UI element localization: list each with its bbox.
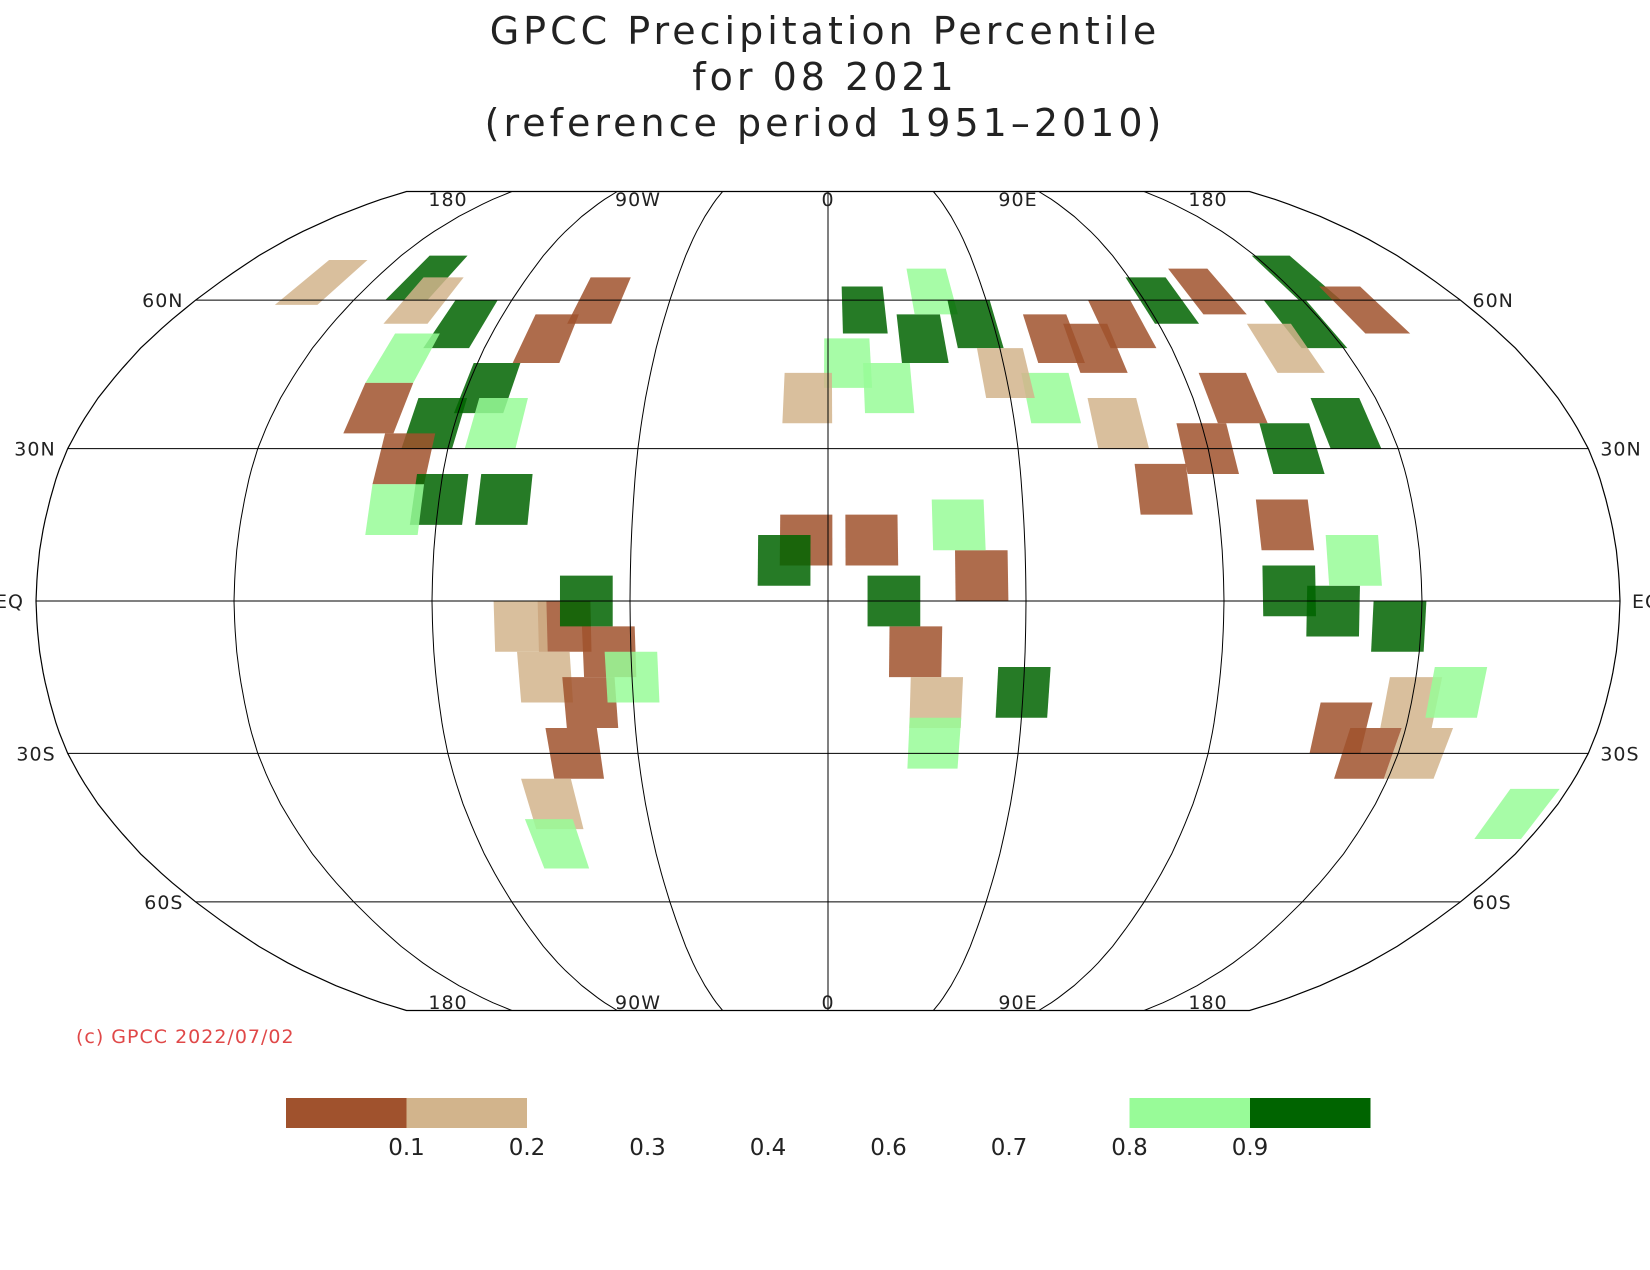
- precip-cell: [1474, 788, 1560, 840]
- copyright-text: (c) GPCC 2022/07/02: [76, 1026, 295, 1048]
- precip-cell: [1168, 268, 1247, 315]
- map-title: GPCC Precipitation Percentile for 08 202…: [0, 8, 1650, 146]
- map-outline: [35, 190, 1621, 1012]
- precip-cell: [863, 362, 915, 414]
- precip-cell: [896, 314, 949, 363]
- title-line-1: GPCC Precipitation Percentile: [489, 9, 1161, 53]
- colorbar-tick-label: 0.4: [750, 1135, 787, 1161]
- precip-cell: [1325, 534, 1382, 586]
- longitude-label: 180: [428, 189, 467, 211]
- precip-cell: [493, 601, 548, 652]
- precip-cell: [372, 433, 436, 485]
- colorbar-swatch: [1129, 1098, 1250, 1128]
- precip-cell: [1251, 255, 1342, 301]
- precip-cell: [1425, 667, 1488, 718]
- precip-cell: [841, 286, 888, 334]
- longitude-label: 90E: [998, 992, 1037, 1014]
- precip-cell: [512, 314, 579, 363]
- precip-cell: [1246, 323, 1325, 373]
- precip-cell: [1255, 499, 1315, 551]
- precip-cell: [1371, 601, 1427, 652]
- precip-cell: [947, 300, 1004, 349]
- latitude-label: 60S: [1472, 892, 1511, 914]
- precip-cell: [1021, 372, 1082, 424]
- precip-cell: [423, 300, 498, 349]
- precip-cell: [1134, 463, 1193, 515]
- precip-cell: [521, 778, 584, 830]
- colorbar-tick-label: 0.3: [629, 1135, 666, 1161]
- colorbar-swatch: [406, 1098, 527, 1128]
- colorbar-swatch: [1250, 1098, 1371, 1128]
- precip-cell: [524, 819, 590, 869]
- precip-cell: [823, 338, 873, 388]
- precip-cell: [1263, 300, 1348, 349]
- precipitation-cells: [274, 255, 1560, 869]
- precip-cell: [955, 550, 1009, 601]
- latitude-label: 60N: [1472, 290, 1513, 312]
- title-line-2: for 08 2021: [692, 55, 958, 99]
- precip-cell: [782, 372, 833, 424]
- colorbar-swatch: [286, 1098, 407, 1128]
- precip-cell: [1087, 397, 1150, 449]
- longitude-label: 90W: [615, 189, 661, 211]
- precip-cell: [562, 677, 619, 728]
- latitude-label: 30N: [14, 439, 55, 461]
- precip-cell: [907, 717, 962, 769]
- graticule: [35, 190, 1621, 1012]
- graticule-labels: 180 180 90W 90W 0 0 90E 90E 180 180 60N 60N 30N 30N EQ…: [0, 189, 1650, 1014]
- colorbar-tick-label: 0.7: [991, 1135, 1028, 1161]
- latitude-label: 60S: [144, 892, 183, 914]
- longitude-label: 90W: [615, 992, 661, 1014]
- title-line-3: (reference period 1951–2010): [484, 101, 1166, 145]
- colorbar-tick-label: 0.1: [388, 1135, 425, 1161]
- longitude-label: 180: [1188, 992, 1227, 1014]
- precip-cell: [1310, 397, 1382, 449]
- latitude-label: 30S: [1600, 743, 1639, 765]
- precip-cell: [888, 626, 943, 678]
- precip-cell: [475, 474, 533, 525]
- precip-cell: [365, 333, 440, 383]
- precip-cell: [909, 677, 964, 728]
- precip-cell: [906, 268, 958, 315]
- longitude-label: 0: [821, 189, 834, 211]
- precip-cell: [343, 382, 414, 434]
- longitude-label: 90E: [998, 189, 1037, 211]
- colorbar-tick-label: 0.8: [1111, 1135, 1148, 1161]
- precip-cell: [1088, 300, 1157, 349]
- latitude-label: 60N: [142, 290, 183, 312]
- longitude-label: 0: [821, 992, 834, 1014]
- colorbar-tick-label: 0.9: [1232, 1135, 1269, 1161]
- precip-cell: [845, 514, 899, 566]
- precip-cell: [1262, 565, 1316, 617]
- precip-cell: [1306, 585, 1360, 637]
- precip-cell: [1198, 372, 1268, 424]
- colorbar: 0.1 0.2 0.3 0.4 0.6 0.7 0.8 0.9: [286, 1098, 1371, 1161]
- precip-cell: [274, 259, 368, 305]
- colorbar-tick-label: 0.6: [870, 1135, 907, 1161]
- precip-cell: [517, 651, 574, 703]
- precip-cell: [1319, 286, 1411, 334]
- longitude-label: 180: [1188, 189, 1227, 211]
- latitude-label: EQ: [0, 591, 24, 613]
- colorbar-tick-label: 0.2: [509, 1135, 546, 1161]
- precip-cell: [365, 484, 425, 535]
- latitude-label: 30N: [1600, 439, 1641, 461]
- precip-cell: [757, 534, 811, 586]
- precip-cell: [464, 397, 528, 449]
- latitude-label: EQ: [1632, 591, 1650, 613]
- latitude-label: 30S: [16, 743, 55, 765]
- precip-cell: [931, 499, 986, 551]
- longitude-label: 180: [428, 992, 467, 1014]
